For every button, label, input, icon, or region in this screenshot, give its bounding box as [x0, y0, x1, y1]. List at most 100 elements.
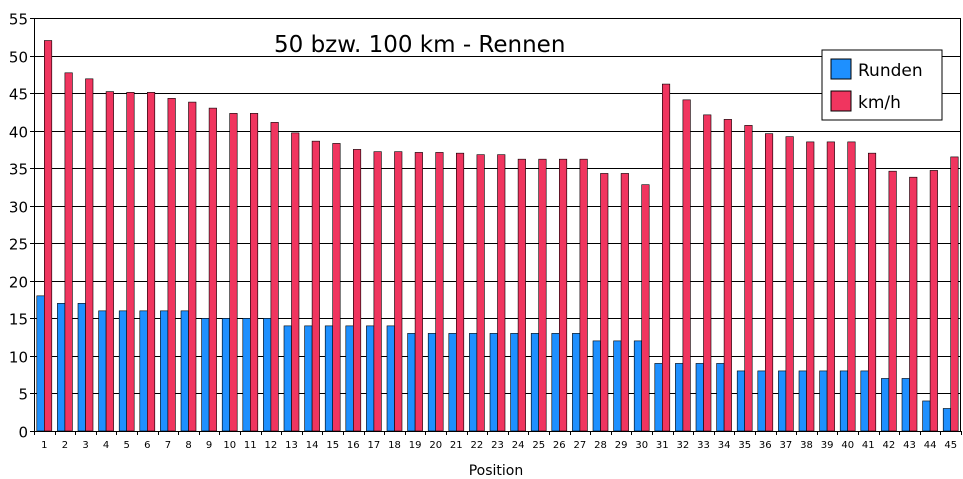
bar-runden	[551, 333, 560, 432]
y-tick-label: 15	[9, 311, 28, 329]
bar-runden	[778, 370, 787, 432]
bar-runden	[407, 333, 416, 432]
x-tick-label: 2	[62, 440, 68, 451]
x-tick-label: 9	[206, 440, 212, 451]
x-tick-label: 32	[677, 440, 690, 451]
x-tick-label: 19	[409, 440, 422, 451]
x-tick-label: 40	[841, 440, 854, 451]
x-tick-label: 35	[738, 440, 751, 451]
x-tick-label: 45	[944, 440, 957, 451]
y-tick-label: 35	[9, 161, 28, 179]
bar-runden	[592, 340, 601, 432]
y-tick-label: 25	[9, 236, 28, 254]
y-tick-label: 40	[9, 124, 28, 142]
bar-kmh	[394, 151, 403, 432]
legend-swatch-kmh	[830, 90, 852, 112]
bar-kmh	[188, 101, 197, 432]
bar-runden	[510, 333, 519, 432]
bar-kmh	[517, 158, 526, 432]
bar-runden	[901, 378, 910, 432]
bar-kmh	[703, 114, 712, 432]
bar-runden	[263, 318, 272, 432]
x-tick-label: 21	[450, 440, 463, 451]
bar-kmh	[682, 99, 691, 432]
x-tick-label: 34	[718, 440, 731, 451]
bar-runden	[57, 303, 66, 432]
bar-kmh	[867, 152, 877, 432]
bar-kmh	[126, 92, 135, 432]
x-tick-label: 27	[574, 440, 587, 451]
legend-label-kmh: km/h	[858, 93, 901, 113]
x-tick-label: 8	[185, 440, 191, 451]
bar-kmh	[43, 40, 53, 432]
bar-kmh	[373, 151, 382, 432]
x-tick-label: 14	[306, 440, 319, 451]
bar-kmh	[476, 154, 485, 432]
bar-kmh	[85, 78, 94, 432]
bar-kmh	[414, 152, 423, 432]
x-tick-label: 42	[883, 440, 896, 451]
bar-kmh	[620, 173, 629, 432]
bar-runden	[304, 325, 313, 432]
bar-runden	[427, 333, 437, 432]
y-axis-ticks: 0 5 10 15 20 25 30 35 40 45 50 55	[9, 11, 34, 442]
bar-runden	[613, 340, 622, 432]
x-tick-label: 43	[903, 440, 916, 451]
bar-runden	[118, 310, 127, 432]
y-tick-label: 55	[9, 11, 28, 29]
x-tick-label: 37	[780, 440, 793, 451]
bar-runden	[736, 370, 746, 432]
bar-runden	[201, 318, 210, 432]
bar-runden	[98, 310, 107, 432]
bar-kmh	[167, 98, 176, 432]
x-tick-label: 16	[347, 440, 360, 451]
bar-kmh	[764, 133, 774, 432]
bar-runden	[283, 325, 292, 432]
bar-runden	[695, 363, 704, 432]
bar-runden	[242, 318, 251, 432]
bar-kmh	[250, 113, 259, 432]
bar-kmh	[332, 143, 341, 432]
bar-runden	[36, 295, 45, 432]
x-tick-label: 15	[326, 440, 339, 451]
y-tick-label: 50	[9, 49, 28, 67]
x-tick-label: 23	[491, 440, 504, 451]
bar-kmh	[723, 119, 732, 432]
y-tick-label: 5	[18, 386, 28, 404]
bar-runden	[386, 325, 395, 432]
bar-runden	[324, 325, 334, 432]
legend-label-runden: Runden	[858, 61, 923, 81]
bar-runden	[860, 370, 869, 432]
bar-kmh	[497, 154, 506, 432]
x-tick-label: 29	[615, 440, 628, 451]
x-tick-label: 26	[553, 440, 566, 451]
bar-kmh	[661, 83, 671, 432]
bar-runden	[489, 333, 498, 432]
bar-runden	[448, 333, 457, 432]
bar-kmh	[291, 132, 300, 432]
bars	[36, 40, 959, 432]
bar-runden	[633, 340, 643, 432]
y-tick-label: 30	[9, 199, 28, 217]
bar-kmh	[888, 170, 897, 432]
bar-kmh	[270, 122, 279, 432]
x-tick-label: 6	[144, 440, 150, 451]
x-tick-label: 36	[759, 440, 772, 451]
x-tick-label: 13	[285, 440, 298, 451]
x-axis-title: Position	[469, 463, 524, 479]
x-tick-label: 10	[223, 440, 236, 451]
bar-runden	[798, 370, 807, 432]
x-tick-label: 24	[512, 440, 525, 451]
x-tick-label: 4	[103, 440, 109, 451]
bar-kmh	[929, 170, 938, 432]
bar-kmh	[352, 149, 362, 432]
bar-kmh	[950, 156, 959, 432]
bar-kmh	[208, 107, 217, 432]
bar-kmh	[826, 141, 835, 432]
bar-runden	[469, 333, 478, 432]
bar-runden	[922, 400, 931, 432]
bar-runden	[221, 318, 230, 432]
bar-kmh	[909, 176, 918, 432]
x-tick-label: 3	[82, 440, 88, 451]
bar-kmh	[147, 92, 156, 432]
